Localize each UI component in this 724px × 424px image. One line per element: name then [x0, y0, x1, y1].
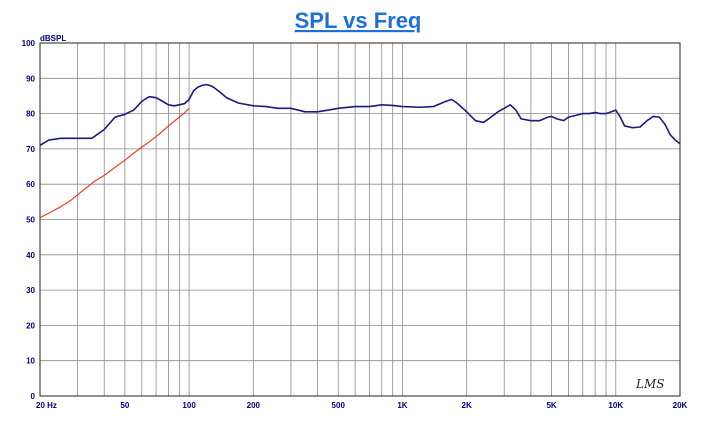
- y-tick-label: 60: [26, 180, 35, 189]
- series-lines: [39, 83, 681, 219]
- y-tick-label: 50: [26, 216, 35, 225]
- chart-title: SPL vs Freq: [295, 8, 422, 33]
- x-tick-label: 5K: [546, 401, 556, 410]
- y-tick-label: 10: [26, 357, 35, 366]
- x-tick-label: 1K: [397, 401, 407, 410]
- series-line-red: [39, 107, 190, 219]
- y-axis-unit-label: dBSPL: [40, 34, 66, 43]
- y-tick-label: 20: [26, 321, 35, 330]
- x-tick-label: 200: [247, 401, 261, 410]
- y-tick-label: 100: [22, 39, 36, 48]
- x-tick-label: 2K: [462, 401, 472, 410]
- plot-border: [39, 42, 681, 397]
- x-tick-label: 20K: [673, 401, 688, 410]
- x-tick-label: 500: [332, 401, 346, 410]
- x-tick-label: 50: [120, 401, 129, 410]
- plot-frame: [39, 42, 681, 397]
- x-tick-label: 20 Hz: [36, 401, 57, 410]
- lms-logo: LMS: [635, 377, 664, 391]
- grid: [40, 43, 680, 396]
- y-tick-labels: 0 10 20 30 40 50 60 70 80 90 100: [22, 39, 36, 401]
- x-tick-label: 10K: [608, 401, 623, 410]
- y-tick-label: 40: [26, 251, 35, 260]
- y-tick-label: 90: [26, 74, 35, 83]
- y-tick-label: 80: [26, 110, 35, 119]
- y-tick-label: 70: [26, 145, 35, 154]
- x-tick-labels: 20 Hz 50 100 200 500 1K 2K 5K 10K 20K: [36, 401, 688, 410]
- series-line-blue: [39, 83, 681, 147]
- x-tick-label: 100: [182, 401, 196, 410]
- y-tick-label: 30: [26, 286, 35, 295]
- y-tick-label: 0: [31, 392, 36, 401]
